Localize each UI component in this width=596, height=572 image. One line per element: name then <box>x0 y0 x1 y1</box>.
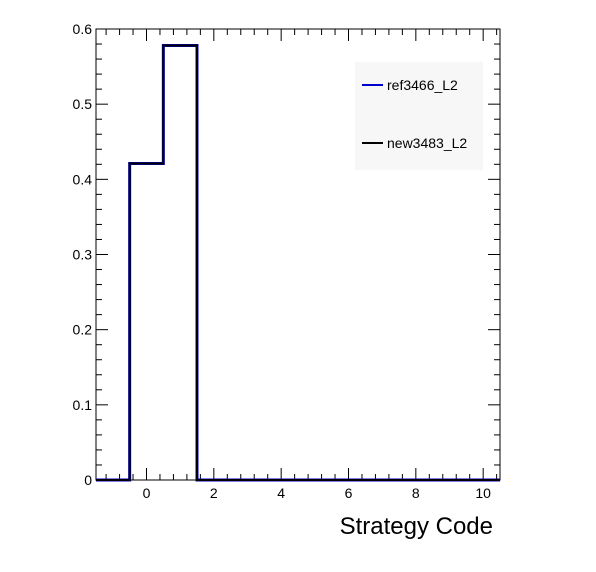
y-tick-label: 0.2 <box>73 322 93 338</box>
y-tick-labels: 0 0.1 0.2 0.3 0.4 0.5 0.6 <box>73 21 93 488</box>
series-layer <box>96 44 500 482</box>
legend-box <box>355 62 483 170</box>
x-axis-title: Strategy Code <box>340 513 493 540</box>
x-tick-label: 4 <box>277 485 285 501</box>
y-tick-label: 0.1 <box>73 397 93 413</box>
axis-ticks <box>96 28 500 481</box>
x-tick-label: 10 <box>475 485 491 501</box>
y-tick-label: 0.5 <box>73 96 93 112</box>
x-tick-label: 2 <box>210 485 218 501</box>
y-tick-label: 0.3 <box>73 247 93 263</box>
x-tick-label: 0 <box>143 485 151 501</box>
x-tick-label: 8 <box>412 485 420 501</box>
series-line-new3483_L2 <box>96 44 500 481</box>
y-tick-label: 0.6 <box>73 21 93 37</box>
y-tick-label: 0.4 <box>73 171 93 187</box>
y-tick-label: 0 <box>84 472 92 488</box>
legend: ref3466_L2 new3483_L2 <box>355 62 483 170</box>
x-tick-label: 6 <box>345 485 353 501</box>
legend-label-ref3466_L2: ref3466_L2 <box>387 77 458 93</box>
legend-label-new3483_L2: new3483_L2 <box>387 135 467 151</box>
x-tick-labels: 0 2 4 6 8 10 <box>143 485 492 501</box>
